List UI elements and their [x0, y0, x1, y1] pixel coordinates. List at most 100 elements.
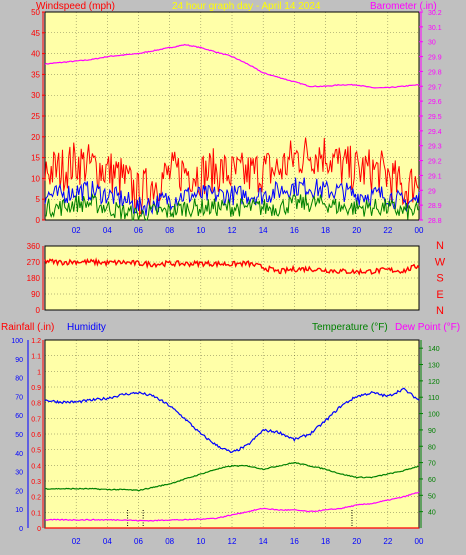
humidity-tick-label: 90 — [15, 357, 23, 364]
wind-speed-x-tick-label: 06 — [134, 226, 143, 235]
wind-speed-tick-label: 35 — [31, 70, 40, 79]
series-barometer-line — [44, 43, 420, 89]
temperature-tick-label: 140 — [428, 346, 440, 353]
wind-speed-x-tick-label: 04 — [103, 226, 112, 235]
temperature-x-tick-label: 12 — [228, 537, 237, 546]
temperature-x-tick-label: 00 — [415, 537, 424, 546]
temperature-tick-label: 40 — [428, 510, 436, 517]
compass-label: N — [436, 240, 444, 252]
barometer-tick-label: 29.2 — [428, 159, 442, 166]
wind-speed-tick-label: 30 — [31, 91, 40, 100]
humidity-tick-label: 60 — [15, 413, 23, 420]
temperature-x-tick-label: 08 — [165, 537, 174, 546]
humidity-tick-label: 50 — [15, 432, 23, 439]
wind-speed-x-tick-label: 08 — [165, 226, 174, 235]
wind-speed-tick-label: 5 — [36, 195, 41, 204]
temperature-x-tick-label: 22 — [383, 537, 392, 546]
series-wind-direction-line — [44, 257, 420, 276]
barometer-tick-label: 30 — [428, 40, 436, 47]
temperature-tick-label: 70 — [428, 461, 436, 468]
temperature-humidity-chart: Rainfall (.in) Humidity Temperature (°F) De… — [1, 322, 460, 546]
temperature-x-tick-label: 20 — [352, 537, 361, 546]
temperature-x-tick-label: 14 — [259, 537, 268, 546]
humidity-tick-label: 100 — [11, 338, 23, 345]
barometer-tick-label: 29.6 — [428, 99, 442, 106]
temperature-x-tick-label: 18 — [321, 537, 330, 546]
barometer-tick-label: 29.8 — [428, 69, 442, 76]
wind-speed-x-tick-label: 20 — [352, 226, 361, 235]
rainfall-tick-label: 0.1 — [31, 510, 41, 517]
temperature-tick-label: 120 — [428, 379, 440, 386]
temperature-x-tick-label: 06 — [134, 537, 143, 546]
wind-speed-x-tick-label: 18 — [321, 226, 330, 235]
wind-speed-axis-label: Windspeed (mph) — [36, 1, 115, 12]
wind-speed-tick-label: 45 — [31, 29, 40, 38]
wind-speed-tick-label: 0 — [36, 216, 41, 225]
wind-speed-chart: Windspeed (mph) 24 hour graph day - April… — [31, 1, 442, 235]
barometer-tick-label: 29 — [428, 188, 436, 195]
barometer-tick-label: 30.1 — [428, 25, 442, 32]
temperature-tick-label: 50 — [428, 493, 436, 500]
humidity-axis-label: Humidity — [67, 322, 106, 333]
wind-speed-x-tick-label: 22 — [383, 226, 392, 235]
wind-speed-x-tick-label: 12 — [228, 226, 237, 235]
humidity-tick-label: 20 — [15, 488, 23, 495]
wind-speed-x-tick-label: 00 — [415, 226, 424, 235]
series-humidity-line — [44, 387, 420, 454]
wind-speed-x-tick-label: 16 — [290, 226, 299, 235]
rainfall-tick-label: 0.5 — [31, 448, 41, 455]
barometer-tick-label: 29.1 — [428, 173, 442, 180]
barometer-tick-label: 30.2 — [428, 10, 442, 17]
humidity-tick-label: 10 — [15, 507, 23, 514]
wind-speed-x-tick-label: 14 — [259, 226, 268, 235]
wind-speed-tick-label: 25 — [31, 112, 40, 121]
barometer-tick-label: 28.8 — [428, 218, 442, 225]
rainfall-tick-label: 0.3 — [31, 479, 41, 486]
barometer-tick-label: 29.4 — [428, 129, 442, 136]
temperature-x-tick-label: 04 — [103, 537, 112, 546]
rainfall-tick-label: 1.2 — [31, 338, 41, 345]
temperature-tick-label: 80 — [428, 444, 436, 451]
rainfall-axis-label: Rainfall (.in) — [1, 322, 54, 333]
temperature-tick-label: 60 — [428, 477, 436, 484]
wind-speed-tick-label: 50 — [31, 8, 40, 17]
compass-label: S — [436, 273, 443, 285]
wind-speed-tick-label: 40 — [31, 50, 40, 59]
wind-speed-x-tick-label: 02 — [72, 226, 81, 235]
rainfall-tick-label: 1.1 — [31, 354, 41, 361]
temperature-tick-label: 130 — [428, 363, 440, 370]
wind-speed-tick-label: 15 — [31, 154, 40, 163]
wind-speed-tick-label: 10 — [31, 174, 40, 183]
barometer-tick-label: 29.7 — [428, 84, 442, 91]
temperature-x-tick-label: 10 — [196, 537, 205, 546]
wind-direction-tick-label: 360 — [27, 242, 41, 251]
humidity-tick-label: 70 — [15, 394, 23, 401]
barometer-tick-label: 29.9 — [428, 55, 442, 62]
rainfall-tick-label: 0.2 — [31, 495, 41, 502]
wind-speed-x-tick-label: 10 — [196, 226, 205, 235]
compass-label: N — [436, 305, 444, 317]
rainfall-tick-label: 0.9 — [31, 385, 41, 392]
wind-speed-tick-label: 20 — [31, 133, 40, 142]
chart-title: 24 hour graph day - April 14 2024 — [172, 1, 321, 12]
barometer-axis-label: Barometer (.in) — [370, 1, 437, 12]
humidity-tick-label: 40 — [15, 451, 23, 458]
series-minimum-line — [44, 193, 420, 221]
temperature-tick-label: 100 — [428, 412, 440, 419]
wind-direction-tick-label: 90 — [31, 290, 40, 299]
temperature-x-tick-label: 02 — [72, 537, 81, 546]
wind-direction-tick-label: 180 — [27, 274, 41, 283]
humidity-tick-label: 30 — [15, 470, 23, 477]
temperature-tick-label: 90 — [428, 428, 436, 435]
temperature-tick-label: 110 — [428, 395, 439, 402]
compass-label: W — [435, 256, 446, 268]
rainfall-tick-label: 1 — [37, 369, 41, 376]
series-temperature-line — [44, 462, 420, 492]
wind-direction-tick-label: 0 — [36, 306, 41, 315]
series-gust-line — [44, 137, 420, 216]
humidity-tick-label: 0 — [19, 526, 23, 533]
wind-direction-tick-label: 270 — [27, 258, 41, 267]
rainfall-tick-label: 0 — [37, 526, 41, 533]
